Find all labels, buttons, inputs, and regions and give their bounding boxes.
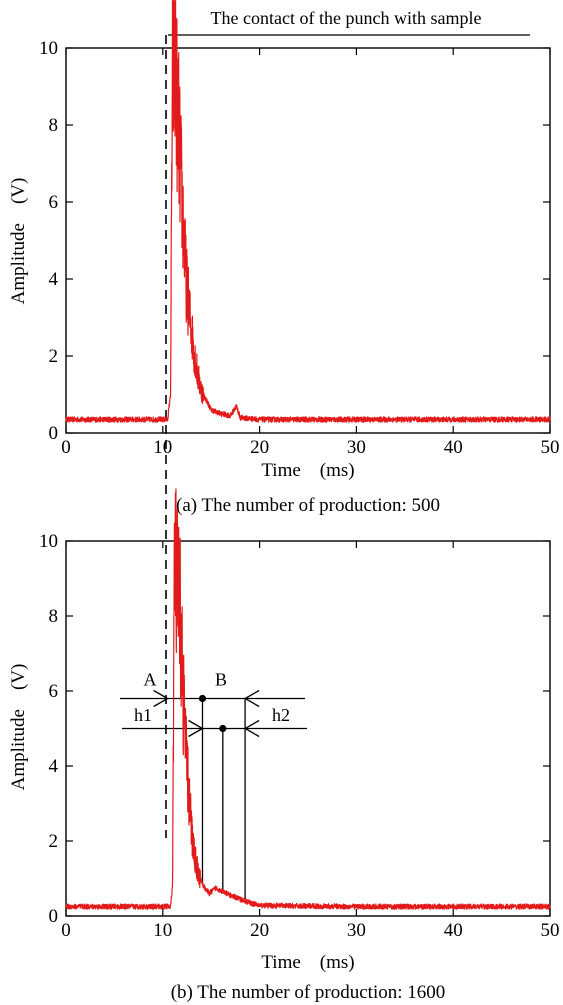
x-tick-label: 20: [250, 437, 269, 458]
x-tick-label: 30: [347, 437, 366, 458]
marker-dot-h2: [219, 724, 227, 733]
y-tick-label: 6: [49, 681, 59, 702]
x-tick-label: 50: [541, 437, 560, 458]
y-tick-label: 6: [49, 192, 59, 213]
y-tick-label: 2: [49, 346, 59, 367]
chart-a: 0 10 20 30 40 50 0 2 4 6 8 10 Time (ms) Amplitude …: [8, 0, 560, 516]
arrow-right: [153, 689, 169, 708]
signal-trace: [65, 0, 551, 423]
y-tick-labels: 0 2 4 6 8 10: [39, 531, 59, 927]
x-axis-title: Time (ms): [261, 460, 354, 481]
y-tick-label: 10: [39, 38, 58, 59]
x-tick-label: 10: [153, 437, 172, 458]
annotation-group: A Bh1 h2: [120, 669, 307, 900]
y-tick-label: 8: [49, 115, 59, 136]
y-tick-label: 2: [49, 831, 59, 852]
label-b: B: [215, 669, 227, 689]
y-tick-label: 0: [49, 906, 59, 927]
x-tick-label: 20: [250, 920, 269, 941]
y-tick-label: 4: [49, 269, 59, 290]
y-tick-label: 8: [49, 606, 59, 627]
x-tick-labels: 0 10 20 30 40 50: [61, 920, 559, 941]
label-a: A: [144, 669, 157, 689]
x-tick-label: 30: [347, 920, 366, 941]
x-tick-label: 10: [153, 920, 172, 941]
figure-header: The contact of the punch with sample: [211, 8, 482, 28]
marker-dot-b: [198, 694, 207, 703]
chart-b-caption: (b) The number of production: 1600: [171, 982, 446, 1003]
y-tick-label: 0: [49, 423, 59, 444]
x-tick-label: 0: [61, 920, 71, 941]
x-tick-label: 40: [444, 437, 463, 458]
x-tick-label: 0: [61, 437, 71, 458]
x-tick-label: 50: [541, 920, 560, 941]
label-h2: h2: [272, 705, 290, 725]
x-tick-labels: 0 10 20 30 40 50: [61, 437, 559, 458]
plot-frame: [65, 47, 551, 434]
plot-frame: [65, 540, 551, 917]
x-tick-label: 40: [444, 920, 463, 941]
label-h1: h1: [134, 705, 152, 725]
signal-trace: [65, 488, 551, 910]
y-tick-label: 4: [49, 756, 59, 777]
y-axis-title: Amplitude (V): [8, 664, 29, 791]
chart-a-caption: (a) The number of production: 500: [176, 495, 440, 516]
x-axis-title: Time (ms): [261, 952, 354, 973]
y-axis-title: Amplitude (V): [8, 178, 29, 305]
chart-b: 0 10 20 30 40 50 0 2 4 6 8 10 Time (ms) Amplitude …: [8, 488, 560, 1003]
y-tick-label: 10: [39, 531, 58, 552]
y-tick-labels: 0 2 4 6 8 10: [39, 38, 59, 444]
